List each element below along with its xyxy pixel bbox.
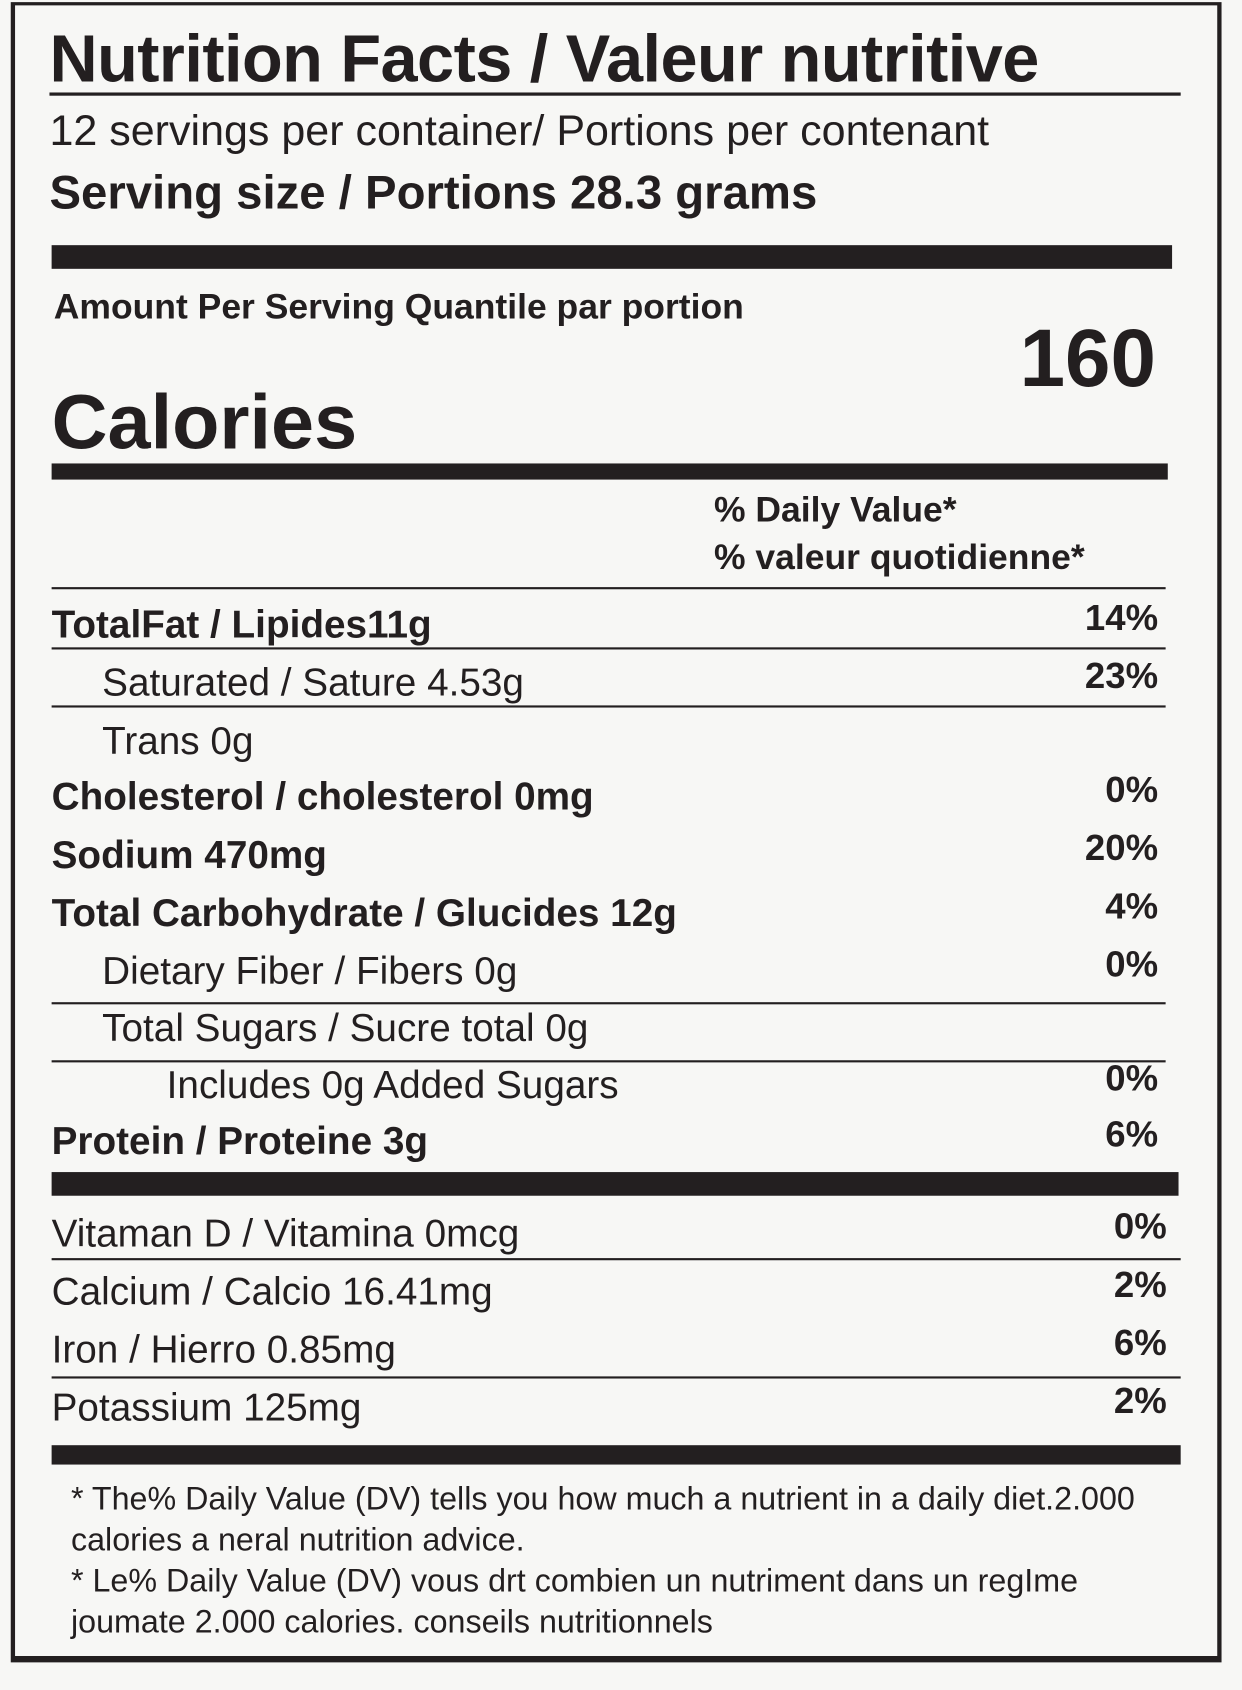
nutrient-label: Total Sugars / Sucre total 0g <box>102 1005 589 1050</box>
thick-divider <box>51 1172 1179 1196</box>
nutrient-label: Protein / Proteine 3g <box>51 1118 429 1163</box>
vitamin-label: Calcium / Calcio 16.41mg <box>51 1268 493 1313</box>
serving-size: Serving size / Portions 28.3 grams <box>49 166 818 220</box>
divider <box>51 1258 1181 1261</box>
footnote: * The% Daily Value (DV) tells you how mu… <box>71 1480 1179 1643</box>
divider <box>51 1376 1181 1379</box>
label-border <box>10 2 1222 1663</box>
vitamin-percent: 2% <box>1113 1264 1167 1306</box>
nutrient-label: Total Carbohydrate / Glucides 12g <box>51 890 677 935</box>
nutrient-percent: 4% <box>1105 886 1159 927</box>
divider <box>51 587 1166 590</box>
thick-divider <box>51 245 1173 269</box>
vitamin-label: Vitaman D / Vitamina 0mcg <box>51 1210 520 1255</box>
nutrient-percent: 6% <box>1105 1114 1159 1155</box>
vitamin-percent: 6% <box>1113 1322 1167 1364</box>
nutrient-label: Sodium 470mg <box>51 832 327 877</box>
daily-value-header-en: % Daily Value* <box>713 489 957 530</box>
nutrient-label: Saturated / Sature 4.53g <box>102 660 524 705</box>
nutrient-percent: 0% <box>1105 944 1159 985</box>
divider <box>51 705 1166 708</box>
vitamin-percent: 2% <box>1113 1380 1167 1422</box>
divider <box>51 1002 1166 1005</box>
servings-per-container: 12 servings per container/ Portions per … <box>49 107 990 155</box>
footnote-fr: * Le% Daily Value (DV) vous drt combien … <box>70 1563 1079 1640</box>
thick-divider <box>51 1445 1181 1465</box>
nutrient-label: Dietary Fiber / Fibers 0g <box>102 948 518 993</box>
nutrient-percent: 23% <box>1084 655 1159 697</box>
calories-label: Calories <box>51 379 358 466</box>
daily-value-header: % Daily Value* % valeur quotidienne* <box>714 486 1085 581</box>
vitamin-percent: 0% <box>1113 1206 1167 1248</box>
divider <box>51 1060 1166 1063</box>
vitamin-label: Potassium 125mg <box>51 1384 362 1430</box>
nutrient-percent: 14% <box>1084 597 1159 639</box>
thick-divider <box>51 463 1168 480</box>
nutrient-label: Includes 0g Added Sugars <box>166 1062 619 1107</box>
daily-value-header-fr: % valeur quotidienne* <box>713 536 1085 577</box>
calories-value: 160 <box>1019 312 1156 405</box>
amount-per-serving: Amount Per Serving Quantile par portion <box>53 286 744 326</box>
label-title: Nutrition Facts / Valeur nutritive <box>49 22 1039 97</box>
divider <box>49 92 1181 96</box>
nutrient-percent: 0% <box>1105 1058 1159 1099</box>
vitamin-label: Iron / Hierro 0.85mg <box>51 1326 396 1372</box>
nutrient-percent: 20% <box>1084 827 1159 869</box>
footnote-en: * The% Daily Value (DV) tells you how mu… <box>70 1481 1135 1559</box>
nutrient-percent: 0% <box>1105 769 1159 811</box>
nutrient-label: TotalFat / Lipides11g <box>51 602 432 647</box>
divider <box>51 647 1166 650</box>
nutrient-label: Trans 0g <box>102 718 254 763</box>
nutrient-label: Cholesterol / cholesterol 0mg <box>51 774 594 819</box>
